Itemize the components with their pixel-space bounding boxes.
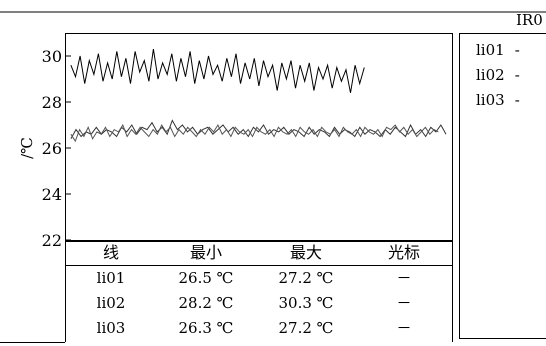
header-max: 最大 — [289, 243, 322, 262]
table-row[interactable]: li03 26.3 ℃ 27.2 ℃ － — [66, 317, 452, 339]
cell-line: li02 — [96, 294, 126, 312]
series-line-li03 — [70, 123, 439, 143]
table-row[interactable]: li01 26.5 ℃ 27.2 ℃ － — [66, 267, 452, 289]
legend-label: li02 — [476, 66, 505, 84]
cell-cursor: － — [396, 294, 412, 312]
y-tick-label: 24 — [42, 185, 62, 204]
header-line: 线 — [102, 243, 119, 262]
plot-area — [70, 49, 447, 143]
y-tick-label: 30 — [42, 47, 62, 66]
y-axis-label: /℃ — [18, 137, 36, 159]
legend-label: li03 — [476, 91, 505, 109]
header-min: 最小 — [189, 243, 222, 262]
plot-frame — [65, 33, 453, 241]
legend-label: li01 — [476, 41, 505, 59]
panel-title: IR0 — [516, 11, 543, 29]
cell-line: li03 — [96, 319, 126, 337]
header-cursor: 光标 — [387, 243, 420, 262]
legend-item-li02[interactable]: li02- — [476, 66, 520, 84]
y-tick-label: 26 — [42, 139, 62, 158]
cell-min: 26.5 ℃ — [178, 269, 234, 287]
series-line-li02 — [70, 49, 365, 93]
y-tick-label: 22 — [42, 231, 62, 250]
legend-item-li03[interactable]: li03- — [476, 91, 520, 109]
legend: li01- li02- li03- — [459, 33, 546, 339]
cell-cursor: － — [396, 319, 412, 337]
table-divider — [66, 265, 452, 266]
stats-header-row: 线 最小 最大 光标 — [66, 242, 452, 264]
table-row[interactable]: li02 28.2 ℃ 30.3 ℃ － — [66, 292, 452, 314]
cell-line: li01 — [96, 269, 126, 287]
cell-min: 28.2 ℃ — [178, 294, 234, 312]
y-tick-label: 28 — [42, 93, 62, 112]
y-axis: 22 24 26 28 30 — [42, 47, 71, 250]
legend-value: - — [514, 91, 520, 109]
cell-cursor: － — [396, 269, 412, 287]
cell-max: 27.2 ℃ — [278, 319, 334, 337]
legend-item-li01[interactable]: li01- — [476, 41, 520, 59]
legend-value: - — [514, 66, 520, 84]
cell-max: 27.2 ℃ — [278, 269, 334, 287]
cell-min: 26.3 ℃ — [178, 319, 234, 337]
legend-value: - — [514, 41, 520, 59]
cell-max: 30.3 ℃ — [278, 294, 334, 312]
series-line-li01 — [70, 119, 447, 140]
stats-table: 线 最小 最大 光标 li01 26.5 ℃ 27.2 ℃ － li02 28.… — [65, 241, 453, 342]
